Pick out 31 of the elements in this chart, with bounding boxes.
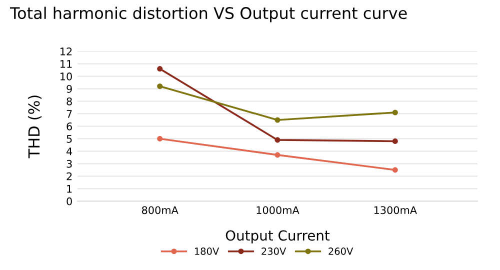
point (392, 110, 398, 116)
y-tick-label: 12 (60, 48, 72, 56)
legend-label: 230V (262, 248, 286, 255)
y-tick-label: 2 (66, 172, 72, 180)
point (392, 138, 398, 144)
point (157, 66, 163, 72)
y-tick-label: 4 (66, 148, 72, 156)
y-tick-label: 9 (66, 84, 72, 93)
y-tick-label: 6 (66, 122, 72, 130)
y-tick-label: 8 (66, 97, 72, 106)
chart-title: Total harmonic distortion VS Output current curve (10, 6, 407, 22)
x-tick-label: 1300mA (374, 206, 417, 214)
legend-label: 260V (328, 248, 354, 255)
y-tick-label: 5 (66, 135, 72, 143)
point (157, 83, 163, 90)
y-axis-title: THD (%) (28, 96, 42, 158)
point (274, 117, 280, 123)
legend-label: 180V (194, 248, 220, 255)
y-tick-label: 7 (66, 110, 72, 118)
y-tick-label: 0 (66, 197, 72, 206)
x-tick-label: 1000mA (256, 206, 300, 214)
point (157, 136, 163, 142)
x-axis-title: Output Current (226, 230, 330, 244)
point (392, 167, 398, 173)
y-tick-label: 3 (66, 160, 72, 168)
point (274, 137, 280, 143)
y-tick-label: 10 (60, 72, 72, 80)
y-tick-label: 11 (60, 60, 72, 68)
point (274, 152, 280, 158)
y-tick-label: 1 (67, 185, 72, 193)
x-tick-label: 800mA (142, 206, 178, 214)
